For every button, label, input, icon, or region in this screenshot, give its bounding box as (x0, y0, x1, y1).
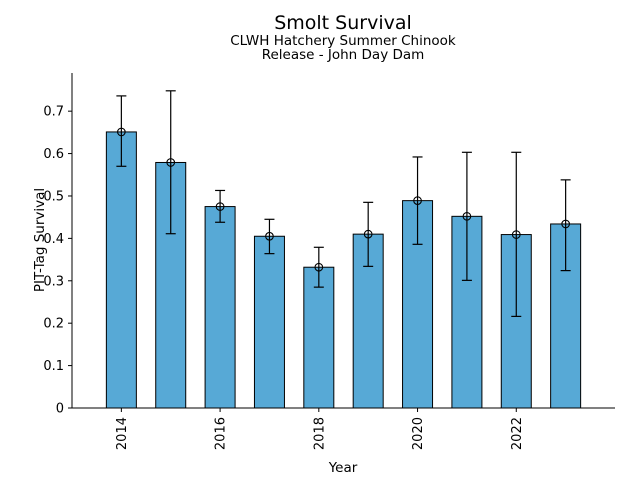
x-tick-label: 2016 (214, 417, 229, 450)
x-tick-label: 2022 (510, 417, 525, 450)
y-tick-label: 0.5 (43, 189, 64, 204)
y-tick-label: 0.4 (43, 232, 64, 247)
y-tick-label: 0.2 (43, 317, 64, 332)
mean-marker (561, 219, 570, 229)
mean-marker (215, 202, 225, 211)
bar-2016 (204, 206, 236, 409)
mean-marker (265, 231, 274, 241)
mean-marker (117, 127, 126, 137)
x-tick-label: 2014 (115, 417, 130, 450)
x-tick-label: 2018 (312, 417, 327, 450)
chart-subtitle-line1: CLWH Hatchery Summer Chinook (230, 33, 456, 49)
mean-marker (462, 211, 472, 221)
y-tick-label: 0.6 (43, 147, 64, 162)
chart-subtitle-line2: Release - John Day Dam (262, 47, 425, 63)
mean-marker (363, 229, 373, 239)
mean-marker (413, 196, 422, 205)
y-tick-label: 0.3 (43, 274, 64, 289)
bar-2018 (303, 266, 335, 409)
y-tick-label: 0 (56, 402, 64, 417)
x-tick-label: 2020 (411, 417, 426, 450)
mean-marker (314, 262, 324, 272)
bar-2014 (105, 131, 137, 409)
y-tick-label: 0.7 (43, 105, 64, 120)
mean-marker (166, 158, 176, 167)
x-axis-label: Year (328, 460, 358, 476)
chart-title: Smolt Survival (274, 12, 412, 34)
mean-marker (511, 230, 521, 239)
bar-2017 (253, 235, 285, 409)
y-axis-label: PIT-Tag Survival (32, 188, 48, 292)
y-tick-label: 0.1 (43, 359, 64, 374)
plot-layer: 0 0.1 0.2 0.3 0.4 0.5 0.6 0.7 2014 2016 2018 2020 20… (43, 73, 615, 450)
